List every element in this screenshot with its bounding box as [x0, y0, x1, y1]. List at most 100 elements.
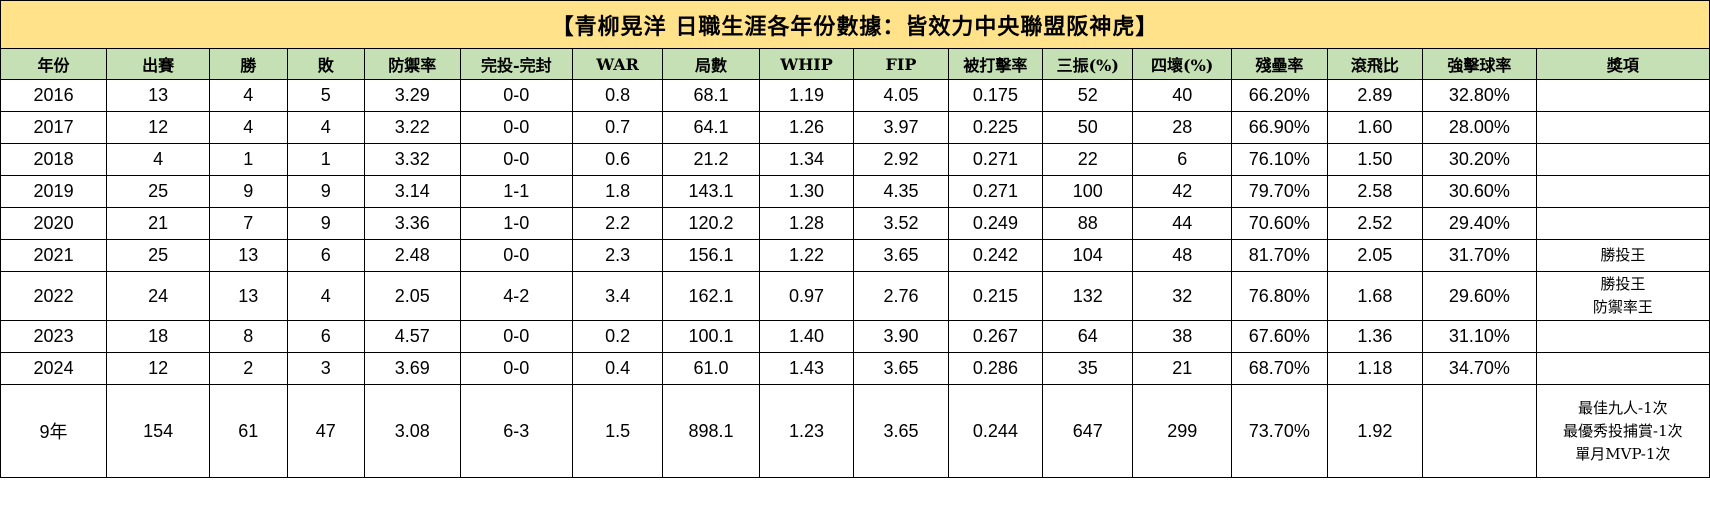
cell-war: 1.5	[572, 384, 664, 478]
cell-cg_sho: 1-1	[459, 175, 574, 208]
cell-bb: 32	[1132, 271, 1233, 321]
cell-era: 2.05	[364, 271, 461, 321]
cell-games: 12	[106, 352, 211, 385]
cell-bb: 44	[1132, 207, 1233, 240]
cell-so: 100	[1042, 175, 1134, 208]
cell-ip: 898.1	[662, 384, 760, 478]
cell-awards	[1535, 143, 1710, 176]
table-row: 2023 18 8 6 4.57 0-0 0.2 100.1 1.40 3.90 0.267 64 38…	[0, 320, 1710, 353]
cell-year: 9年	[0, 384, 108, 478]
column-header: 局數	[662, 48, 760, 80]
cell-era: 3.14	[364, 175, 461, 208]
award-item: 最優秀投捕賞-1次	[1563, 421, 1683, 440]
cell-losses: 4	[286, 271, 366, 321]
cell-awards: 勝投王	[1535, 239, 1710, 272]
cell-hard: 31.10%	[1422, 320, 1537, 353]
header-row: 年份 出賽勝敗防禦率 完投-完封 WAR 局數 WHIP FIP 被打擊率 三振(%) 四壞(%)…	[0, 48, 1710, 80]
table-title: 【青柳晃洋 日職生涯各年份數據：皆效力中央聯盟阪神虎】	[0, 0, 1710, 49]
cell-baa: 0.271	[947, 143, 1044, 176]
cell-losses: 1	[286, 143, 366, 176]
award-item: 單月MVP-1次	[1575, 444, 1671, 463]
cell-gbfb: 1.68	[1326, 271, 1424, 321]
column-header: 勝	[209, 48, 288, 80]
cell-lob: 70.60%	[1231, 207, 1328, 240]
cell-wins: 9	[209, 175, 288, 208]
cell-losses: 9	[286, 207, 366, 240]
cell-era: 3.32	[364, 143, 461, 176]
cell-so: 22	[1042, 143, 1134, 176]
cell-baa: 0.215	[947, 271, 1044, 321]
cell-hard: 30.20%	[1422, 143, 1537, 176]
cell-lob: 68.70%	[1231, 352, 1328, 385]
cell-lob: 73.70%	[1231, 384, 1328, 478]
column-header: WHIP	[758, 48, 855, 80]
table-row: 2021 25 13 6 2.48 0-0 2.3 156.1 1.22 3.65 0.242 104…	[0, 239, 1710, 272]
column-header: 敗	[286, 48, 366, 80]
cell-bb: 299	[1132, 384, 1233, 478]
cell-games: 12	[106, 111, 211, 144]
cell-war: 2.2	[572, 207, 664, 240]
cell-whip: 1.43	[758, 352, 855, 385]
cell-fip: 3.97	[853, 111, 949, 144]
cell-hard: 29.60%	[1422, 271, 1537, 321]
column-header: FIP	[853, 48, 949, 80]
cell-gbfb: 2.89	[1326, 79, 1424, 112]
column-header: 獎項	[1535, 48, 1710, 80]
cell-games: 13	[106, 79, 211, 112]
cell-ip: 100.1	[662, 320, 760, 353]
cell-year: 2022	[0, 271, 108, 321]
cell-hard: 28.00%	[1422, 111, 1537, 144]
cell-cg_sho: 6-3	[459, 384, 574, 478]
cell-awards	[1535, 175, 1710, 208]
cell-lob: 76.10%	[1231, 143, 1328, 176]
cell-losses: 4	[286, 111, 366, 144]
cell-whip: 1.22	[758, 239, 855, 272]
cell-cg_sho: 0-0	[459, 239, 574, 272]
cell-awards	[1535, 79, 1710, 112]
cell-ip: 156.1	[662, 239, 760, 272]
cell-so: 104	[1042, 239, 1134, 272]
cell-whip: 1.34	[758, 143, 855, 176]
cell-gbfb: 1.18	[1326, 352, 1424, 385]
cell-era: 3.69	[364, 352, 461, 385]
column-header: 完投-完封	[459, 48, 574, 80]
cell-cg_sho: 0-0	[459, 352, 574, 385]
cell-era: 4.57	[364, 320, 461, 353]
cell-year: 2024	[0, 352, 108, 385]
cell-war: 0.6	[572, 143, 664, 176]
cell-so: 64	[1042, 320, 1134, 353]
cell-games: 154	[106, 384, 211, 478]
cell-so: 50	[1042, 111, 1134, 144]
cell-hard: 32.80%	[1422, 79, 1537, 112]
cell-cg_sho: 0-0	[459, 143, 574, 176]
cell-baa: 0.249	[947, 207, 1044, 240]
cell-baa: 0.286	[947, 352, 1044, 385]
cell-whip: 1.30	[758, 175, 855, 208]
cell-cg_sho: 4-2	[459, 271, 574, 321]
cell-ip: 68.1	[662, 79, 760, 112]
cell-gbfb: 1.50	[1326, 143, 1424, 176]
cell-games: 25	[106, 175, 211, 208]
cell-losses: 47	[286, 384, 366, 478]
cell-era: 3.08	[364, 384, 461, 478]
cell-games: 18	[106, 320, 211, 353]
cell-ip: 120.2	[662, 207, 760, 240]
cell-era: 3.22	[364, 111, 461, 144]
cell-bb: 28	[1132, 111, 1233, 144]
cell-awards	[1535, 352, 1710, 385]
cell-war: 0.2	[572, 320, 664, 353]
cell-lob: 79.70%	[1231, 175, 1328, 208]
cell-whip: 1.19	[758, 79, 855, 112]
cell-losses: 6	[286, 320, 366, 353]
cell-wins: 13	[209, 271, 288, 321]
cell-lob: 81.70%	[1231, 239, 1328, 272]
cell-wins: 2	[209, 352, 288, 385]
column-header: 四壞(%)	[1132, 48, 1233, 80]
cell-year: 2021	[0, 239, 108, 272]
cell-awards: 最佳九人-1次 最優秀投捕賞-1次 單月MVP-1次	[1535, 384, 1710, 478]
cell-year: 2019	[0, 175, 108, 208]
cell-fip: 3.52	[853, 207, 949, 240]
cell-hard: 29.40%	[1422, 207, 1537, 240]
cell-gbfb: 2.58	[1326, 175, 1424, 208]
cell-awards	[1535, 207, 1710, 240]
